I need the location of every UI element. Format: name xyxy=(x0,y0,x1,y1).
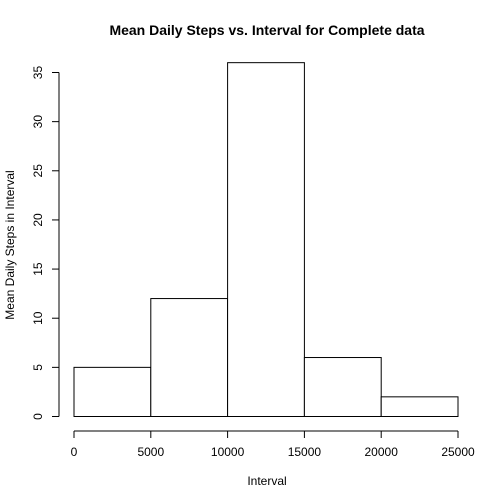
x-tick-label-1: 5000 xyxy=(137,445,164,459)
bar-1 xyxy=(150,298,229,417)
y-tick-label-0: 0 xyxy=(31,413,45,420)
y-tick-label-3: 15 xyxy=(31,262,45,276)
y-tick-label-1: 5 xyxy=(31,364,45,371)
y-axis: 0 5 10 15 20 25 30 35 xyxy=(31,66,60,420)
x-tick-label-3: 15000 xyxy=(288,445,322,459)
x-tick-label-5: 25000 xyxy=(441,445,475,459)
bar-3 xyxy=(303,357,382,417)
y-tick-label-4: 20 xyxy=(31,213,45,227)
x-axis-label: Interval xyxy=(247,474,286,488)
x-tick-label-2: 10000 xyxy=(211,445,245,459)
bar-4 xyxy=(380,396,459,418)
y-tick-label-2: 10 xyxy=(31,311,45,325)
y-tick-label-6: 30 xyxy=(31,115,45,129)
bar-0 xyxy=(73,366,152,418)
y-tick-label-7: 35 xyxy=(31,66,45,80)
bars-group xyxy=(73,62,459,418)
chart-title: Mean Daily Steps vs. Interval for Comple… xyxy=(109,22,424,38)
y-tick-label-5: 25 xyxy=(31,164,45,178)
y-axis-label: Mean Daily Steps in Interval xyxy=(3,170,17,319)
bar-2 xyxy=(227,62,305,418)
x-axis: 0 5000 10000 15000 20000 25000 xyxy=(71,430,475,459)
x-tick-label-4: 20000 xyxy=(365,445,399,459)
x-tick-label-0: 0 xyxy=(71,445,78,459)
